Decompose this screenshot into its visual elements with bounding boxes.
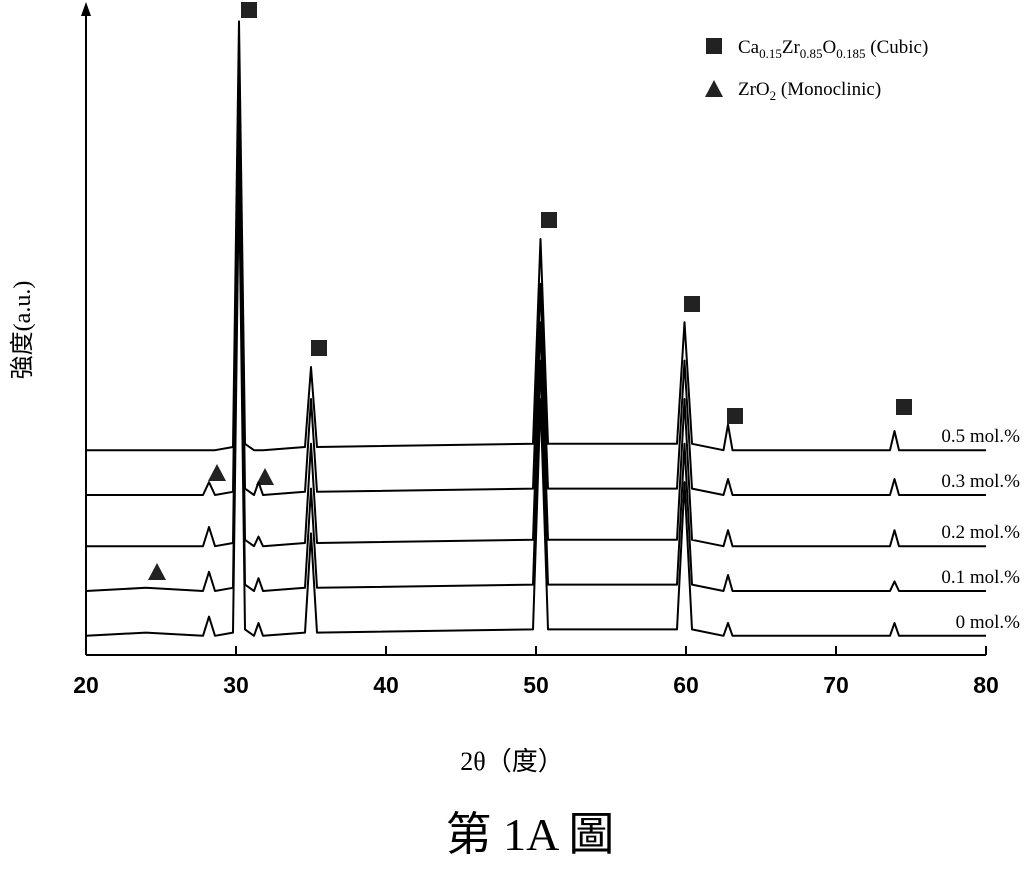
cubic-marker bbox=[727, 408, 743, 424]
legend-entry: Ca0.15Zr0.85O0.185 (Cubic) bbox=[738, 37, 928, 61]
x-tick-label: 70 bbox=[823, 672, 849, 698]
cubic-marker bbox=[241, 2, 257, 18]
cubic-marker bbox=[541, 212, 557, 228]
series-label: 0.3 mol.% bbox=[941, 471, 1020, 492]
x-tick-label: 80 bbox=[973, 672, 999, 698]
cubic-marker bbox=[684, 296, 700, 312]
xrd-trace bbox=[85, 174, 986, 637]
legend-subscript: 2 bbox=[770, 88, 777, 103]
x-tick-label: 40 bbox=[373, 672, 399, 698]
monoclinic-marker bbox=[208, 464, 226, 481]
legend-text: Zr bbox=[782, 37, 801, 58]
legend-triangle bbox=[705, 80, 723, 97]
series-label: 0.5 mol.% bbox=[941, 426, 1020, 447]
xrd-trace bbox=[86, 110, 986, 548]
cubic-marker bbox=[896, 399, 912, 415]
legend-square bbox=[706, 38, 722, 54]
monoclinic-marker bbox=[256, 468, 274, 485]
x-tick-label: 60 bbox=[673, 672, 699, 698]
x-tick-label: 30 bbox=[223, 672, 249, 698]
xrd-trace bbox=[85, 142, 986, 592]
peak-markers bbox=[148, 2, 912, 580]
x-tick-label: 20 bbox=[73, 672, 99, 698]
cubic-marker bbox=[311, 340, 327, 356]
x-axis-label: 2θ（度） bbox=[460, 747, 563, 776]
legend-text: (Monoclinic) bbox=[776, 79, 881, 100]
legend-entry: ZrO2 (Monoclinic) bbox=[738, 79, 881, 103]
legend-text: O bbox=[823, 37, 837, 58]
y-axis-arrow bbox=[81, 2, 91, 16]
caption: 第 1A 圖 bbox=[446, 809, 615, 860]
monoclinic-marker bbox=[148, 563, 166, 580]
legend-subscript: 0.185 bbox=[836, 46, 865, 61]
series-label: 0.1 mol.% bbox=[941, 567, 1020, 588]
legend-subscript: 0.85 bbox=[800, 46, 823, 61]
series-label: 0 mol.% bbox=[956, 612, 1021, 633]
legend-subscript: 0.15 bbox=[759, 46, 782, 61]
xrd-trace bbox=[86, 20, 986, 452]
legend-text: ZrO bbox=[738, 79, 770, 100]
xrd-trace bbox=[86, 78, 986, 496]
legend-text: Ca bbox=[738, 37, 760, 58]
y-axis-label: 強度(a.u.) bbox=[9, 281, 36, 380]
series-label: 0.2 mol.% bbox=[941, 522, 1020, 543]
x-tick-label: 50 bbox=[523, 672, 549, 698]
legend-text: (Cubic) bbox=[866, 37, 929, 58]
